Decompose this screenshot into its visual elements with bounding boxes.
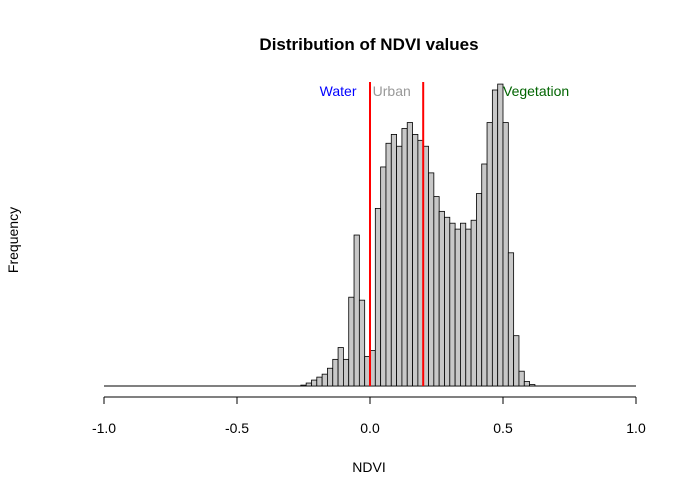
x-axis-label: NDVI — [352, 459, 385, 475]
chart-title: Distribution of NDVI values — [259, 35, 478, 54]
x-tick-label-0: -1.0 — [92, 420, 116, 436]
histogram-bar-6 — [332, 358, 339, 387]
annotation-vegetation: Vegetation — [503, 83, 569, 99]
annotation-urban: Urban — [373, 83, 411, 99]
histogram-bar-24 — [428, 172, 435, 387]
region-annotations: Water Urban Vegetation — [320, 83, 570, 99]
histogram-bar-19 — [401, 128, 408, 387]
histogram-bar-9 — [348, 296, 355, 387]
histogram-bar-18 — [396, 145, 403, 387]
x-axis: -1.0 -0.5 0.0 0.5 1.0 — [92, 396, 646, 436]
histogram-bar-20 — [406, 122, 413, 387]
annotation-water: Water — [320, 83, 357, 99]
histogram-bar-14 — [374, 207, 382, 387]
histogram-bar-15 — [380, 166, 387, 387]
histogram-bar-21 — [412, 133, 419, 387]
histogram-bar-42 — [523, 381, 531, 387]
histogram-bar-17 — [390, 133, 397, 387]
histogram-bar-29 — [454, 228, 461, 387]
histogram-bar-27 — [444, 216, 451, 387]
histogram-bar-38 — [502, 122, 509, 387]
x-tick-label-1: -0.5 — [225, 420, 249, 436]
histogram-bar-28 — [449, 222, 456, 387]
histogram-bar-40 — [513, 335, 520, 387]
histogram-bar-3 — [316, 376, 323, 387]
histogram-bar-26 — [438, 210, 445, 387]
histogram-bar-25 — [433, 196, 440, 387]
histogram-bar-5 — [327, 367, 334, 387]
histogram-bars — [104, 83, 636, 387]
histogram-bar-1 — [305, 382, 312, 387]
histogram-bar-39 — [507, 252, 515, 387]
histogram-bar-43 — [529, 384, 536, 387]
histogram-bar-30 — [460, 222, 467, 387]
x-tick-label-3: 0.5 — [493, 420, 513, 436]
histogram-bar-4 — [321, 373, 328, 387]
histogram-bar-8 — [342, 358, 350, 387]
histogram-bar-33 — [475, 193, 483, 387]
histogram-bar-34 — [481, 163, 488, 387]
histogram-bar-16 — [385, 142, 392, 387]
histogram-bar-36 — [491, 89, 499, 387]
histogram-bar-0 — [300, 384, 307, 387]
x-tick-label-4: 1.0 — [626, 420, 646, 436]
reference-lines — [369, 82, 425, 386]
histogram-bar-35 — [486, 122, 493, 387]
x-tick-label-2: 0.0 — [360, 420, 380, 436]
histogram-bar-31 — [465, 228, 472, 387]
histogram-bar-10 — [353, 234, 360, 387]
histogram-bar-2 — [311, 379, 318, 387]
histogram-bar-37 — [497, 83, 504, 387]
histogram-bar-11 — [358, 299, 366, 387]
histogram-bar-7 — [337, 347, 344, 387]
histogram-bar-32 — [470, 219, 477, 387]
histogram-bar-41 — [518, 370, 525, 387]
y-axis-label: Frequency — [5, 207, 21, 273]
